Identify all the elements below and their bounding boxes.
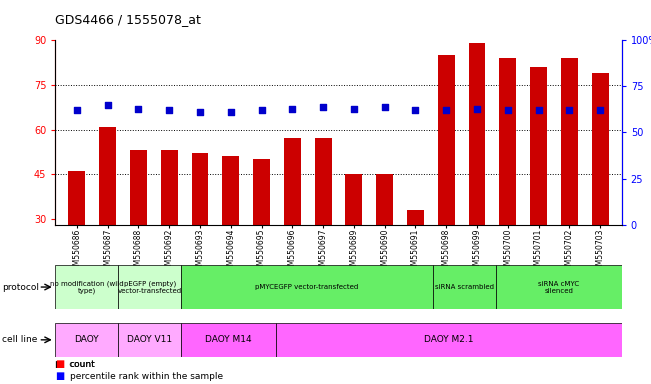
Point — [164, 107, 174, 113]
Bar — [130, 150, 147, 308]
Bar — [118, 323, 181, 357]
Text: GDS4466 / 1555078_at: GDS4466 / 1555078_at — [55, 13, 201, 26]
Bar — [496, 265, 622, 309]
Bar — [99, 127, 116, 308]
Bar — [275, 323, 622, 357]
Bar — [55, 265, 118, 309]
Bar — [530, 67, 547, 308]
Bar — [284, 138, 301, 308]
Bar — [55, 323, 118, 357]
Point — [349, 106, 359, 112]
Point — [287, 106, 298, 112]
Text: DAOY M2.1: DAOY M2.1 — [424, 335, 473, 344]
Text: cell line: cell line — [2, 335, 37, 344]
Point — [472, 106, 482, 112]
Bar — [592, 73, 609, 308]
Point — [226, 109, 236, 115]
Point — [441, 107, 451, 113]
Text: DAOY V11: DAOY V11 — [127, 335, 173, 344]
Bar — [118, 265, 181, 309]
Text: siRNA scrambled: siRNA scrambled — [435, 284, 494, 290]
Bar — [223, 156, 240, 308]
Bar — [181, 323, 275, 357]
Point — [256, 107, 267, 113]
Point — [72, 107, 82, 113]
Bar — [253, 159, 270, 308]
Bar — [346, 174, 363, 308]
Point — [102, 102, 113, 108]
Bar — [433, 265, 496, 309]
Text: protocol: protocol — [2, 283, 39, 291]
Point — [380, 104, 390, 110]
Bar — [376, 174, 393, 308]
Point — [564, 107, 575, 113]
Point — [595, 107, 605, 113]
Bar — [314, 138, 331, 308]
Point — [533, 107, 544, 113]
Bar — [437, 55, 454, 308]
Text: siRNA cMYC
silenced: siRNA cMYC silenced — [538, 281, 579, 293]
Bar — [161, 150, 178, 308]
Text: count: count — [70, 360, 95, 369]
Point — [410, 107, 421, 113]
Text: ■: ■ — [55, 371, 64, 381]
Text: no modification (wild
type): no modification (wild type) — [50, 280, 124, 294]
Bar — [407, 210, 424, 308]
Bar — [181, 265, 433, 309]
Text: DAOY: DAOY — [74, 335, 99, 344]
Point — [318, 104, 328, 110]
Bar — [561, 58, 578, 308]
Text: pMYCEGFP vector-transfected: pMYCEGFP vector-transfected — [255, 284, 359, 290]
Text: percentile rank within the sample: percentile rank within the sample — [70, 372, 223, 381]
Bar — [68, 171, 85, 308]
Point — [195, 109, 205, 115]
Text: ■  count: ■ count — [55, 360, 95, 369]
Bar — [499, 58, 516, 308]
Text: ■: ■ — [55, 359, 64, 369]
Text: DAOY M14: DAOY M14 — [205, 335, 252, 344]
Bar — [191, 153, 208, 308]
Point — [133, 106, 144, 112]
Bar — [469, 43, 486, 308]
Point — [503, 107, 513, 113]
Text: pEGFP (empty)
vector-transfected: pEGFP (empty) vector-transfected — [118, 280, 182, 294]
